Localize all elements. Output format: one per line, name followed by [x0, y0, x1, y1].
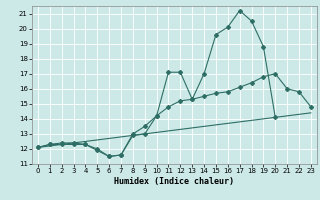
X-axis label: Humidex (Indice chaleur): Humidex (Indice chaleur)	[115, 177, 234, 186]
